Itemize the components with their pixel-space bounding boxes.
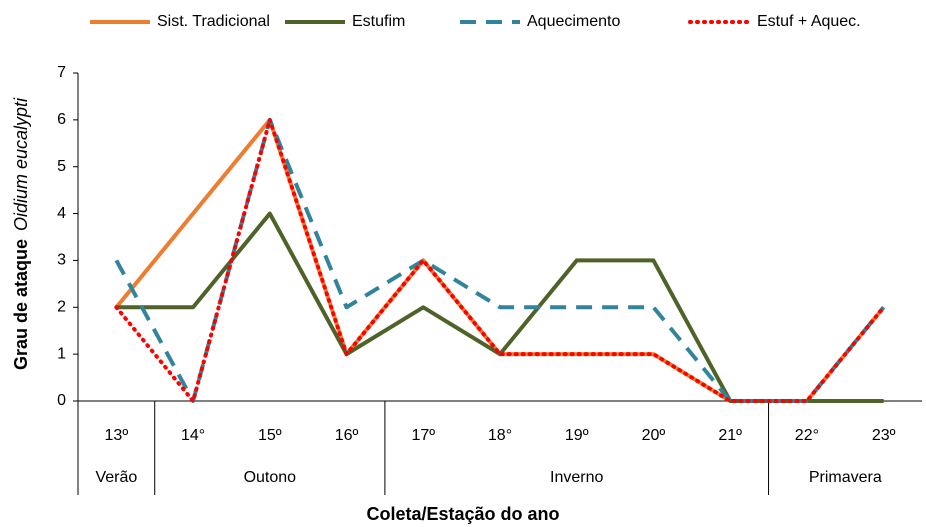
y-tick-label: 2 [57, 299, 66, 316]
group-label: Outono [244, 469, 297, 486]
x-tick-label: 22° [795, 427, 819, 444]
x-axis-title: Coleta/Estação do ano [366, 504, 559, 524]
y-tick-label: 0 [57, 392, 66, 409]
x-tick-label: 13º [105, 427, 129, 444]
group-label: Verão [95, 469, 137, 486]
x-tick-label: 19º [565, 427, 589, 444]
legend-label: Sist. Tradicional [157, 13, 270, 30]
group-label: Primavera [809, 469, 882, 486]
series-line [114, 117, 886, 403]
y-tick-label: 7 [57, 64, 66, 81]
x-tick-label: 17º [411, 427, 435, 444]
y-tick-label: 6 [57, 111, 66, 128]
legend-label: Estufim [352, 13, 405, 30]
y-tick-label: 5 [57, 158, 66, 175]
x-tick-label: 16º [335, 427, 359, 444]
y-axis-title: Grau de ataque Oidium eucalypti [11, 97, 31, 370]
x-tick-label: 20º [642, 427, 666, 444]
y-axis-title-species: Oidium eucalypti [11, 97, 31, 231]
x-tick-label: 15º [258, 427, 282, 444]
x-tick-label: 21º [718, 427, 742, 444]
x-tick-label: 14° [181, 427, 205, 444]
legend-label: Aquecimento [527, 13, 620, 30]
series-line [114, 117, 886, 403]
legend-label: Estuf + Aquec. [757, 13, 861, 30]
group-label: Inverno [550, 469, 603, 486]
x-tick-label: 18° [488, 427, 512, 444]
y-tick-label: 1 [57, 345, 66, 362]
x-tick-label: 23º [872, 427, 896, 444]
y-tick-label: 3 [57, 252, 66, 269]
y-axis-title-main: Grau de ataque [11, 239, 31, 370]
y-tick-label: 4 [57, 205, 66, 222]
